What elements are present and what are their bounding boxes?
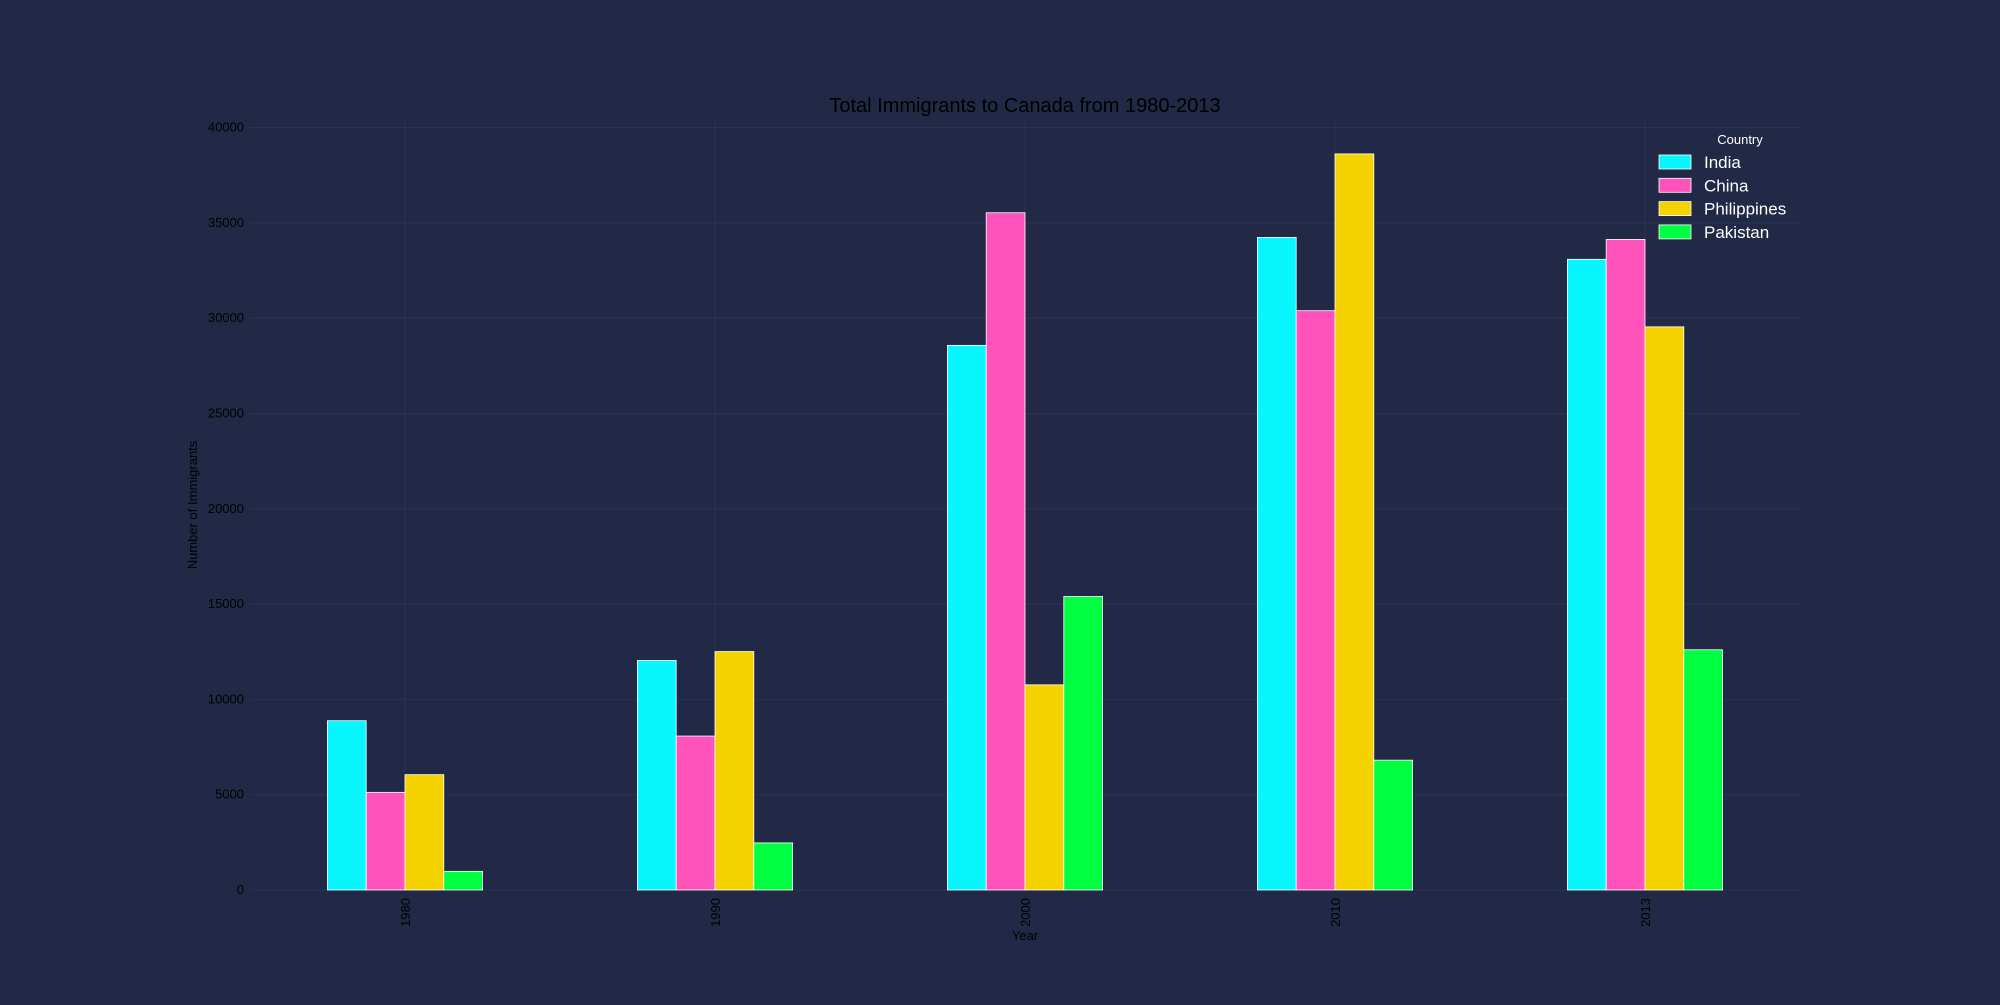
y-tick-label: 5000 xyxy=(215,787,244,802)
y-tick-label: 40000 xyxy=(208,120,244,135)
y-tick-label: 25000 xyxy=(208,405,244,420)
bar-philippines-1980 xyxy=(404,774,445,891)
x-tick-label: 2013 xyxy=(1638,898,1653,927)
x-tick-label: 1990 xyxy=(708,898,723,927)
bar-philippines-2013 xyxy=(1644,326,1685,891)
bar-india-2000 xyxy=(947,344,987,891)
bar-pakistan-2000 xyxy=(1063,596,1104,891)
bar-china-2000 xyxy=(985,212,1026,891)
x-axis-label: Year xyxy=(1012,928,1039,943)
legend-label-philippines: Philippines xyxy=(1704,200,1786,219)
bar-pakistan-1990 xyxy=(753,842,793,891)
legend-swatch-india xyxy=(1658,154,1692,170)
bar-india-2010 xyxy=(1257,237,1297,891)
bar-philippines-1990 xyxy=(714,651,755,891)
chart-title: Total Immigrants to Canada from 1980-201… xyxy=(829,95,1220,117)
y-tick-label: 30000 xyxy=(208,310,244,325)
y-tick-label: 20000 xyxy=(208,501,244,516)
bar-china-2010 xyxy=(1295,310,1336,891)
bar-india-1990 xyxy=(637,660,677,891)
legend-title: Country xyxy=(1717,132,1763,147)
x-tick-label: 2010 xyxy=(1328,898,1343,927)
y-axis-label: Number of Immigrants xyxy=(185,440,200,569)
bar-india-1980 xyxy=(326,720,367,891)
legend-label-china: China xyxy=(1704,176,1749,195)
legend-swatch-philippines xyxy=(1658,201,1692,217)
bar-china-1990 xyxy=(675,735,716,891)
y-tick-label: 0 xyxy=(237,882,244,897)
legend: Country India China Philippines Pakistan xyxy=(1658,132,1786,242)
bar-china-1980 xyxy=(365,791,406,891)
bars-layer xyxy=(326,153,1724,891)
bar-philippines-2010 xyxy=(1334,153,1375,891)
legend-label-pakistan: Pakistan xyxy=(1704,223,1769,242)
bar-pakistan-1980 xyxy=(443,870,483,891)
bar-philippines-2000 xyxy=(1024,684,1065,891)
bar-india-2013 xyxy=(1567,258,1607,891)
x-tick-label: 1980 xyxy=(398,898,413,927)
bar-pakistan-2013 xyxy=(1683,649,1724,891)
bar-pakistan-2010 xyxy=(1373,759,1414,891)
y-tick-label: 15000 xyxy=(208,596,244,611)
legend-label-india: India xyxy=(1704,153,1741,172)
legend-swatch-pakistan xyxy=(1658,224,1692,240)
y-tick-label: 10000 xyxy=(208,691,244,706)
x-tick-label: 2000 xyxy=(1018,898,1033,927)
axes-layer: 0 5000 10000 15000 20000 25000 30000 35000 40000… xyxy=(208,120,1653,927)
y-tick-label: 35000 xyxy=(208,215,244,230)
bar-china-2013 xyxy=(1605,239,1646,891)
legend-swatch-china xyxy=(1658,177,1692,193)
